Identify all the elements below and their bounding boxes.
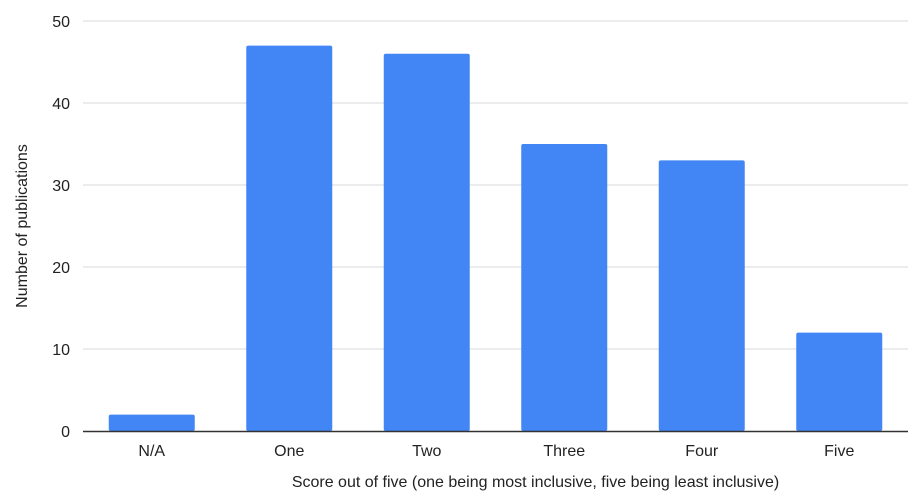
gridlines <box>83 20 908 350</box>
y-axis-ticks: 0 10 20 30 40 50 <box>52 14 70 441</box>
bar-five <box>796 332 883 431</box>
bar-one <box>246 45 333 431</box>
y-tick-label-10: 10 <box>52 342 70 359</box>
y-axis-title: Number of publications <box>14 144 31 308</box>
x-axis-ticks: N/A One Two Three Four Five <box>138 443 854 460</box>
bar-two <box>383 53 470 432</box>
x-axis-title: Score out of five (one being most inclus… <box>292 474 779 491</box>
y-tick-label-20: 20 <box>52 260 70 277</box>
x-tick-label-four: Four <box>685 443 719 460</box>
y-tick-label-30: 30 <box>52 178 70 195</box>
bar-four <box>658 160 745 431</box>
x-tick-label-two: Two <box>412 443 441 460</box>
bar-three <box>521 144 608 431</box>
y-tick-label-0: 0 <box>61 424 70 441</box>
y-tick-label-50: 50 <box>52 14 70 31</box>
x-tick-label-n-a: N/A <box>138 443 165 460</box>
x-tick-label-one: One <box>274 443 304 460</box>
x-tick-label-five: Five <box>824 443 854 460</box>
bars <box>108 45 883 432</box>
y-tick-label-40: 40 <box>52 96 70 113</box>
bar-n-a <box>108 414 195 431</box>
x-tick-label-three: Three <box>543 443 585 460</box>
